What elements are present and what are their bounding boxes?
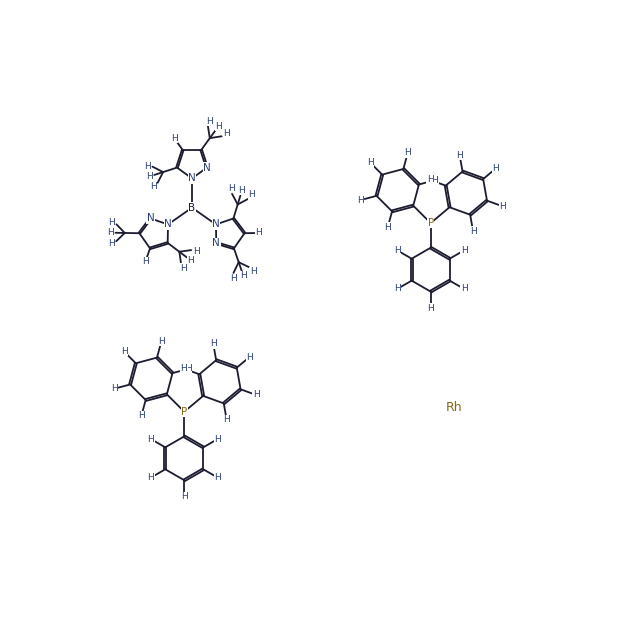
Text: H: H: [404, 149, 411, 157]
Text: Rh: Rh: [445, 401, 462, 414]
Text: H: H: [223, 129, 230, 138]
Text: H: H: [180, 364, 187, 373]
Text: H: H: [470, 226, 476, 236]
Text: H: H: [461, 285, 467, 293]
Text: H: H: [228, 184, 235, 193]
Text: H: H: [493, 164, 499, 173]
Text: H: H: [214, 435, 221, 443]
Text: H: H: [144, 162, 151, 171]
Text: H: H: [180, 264, 187, 273]
Text: H: H: [367, 159, 374, 167]
Text: H: H: [240, 271, 247, 280]
Text: H: H: [188, 256, 194, 265]
Text: H: H: [432, 176, 438, 185]
Text: H: H: [384, 223, 391, 232]
Text: H: H: [206, 117, 212, 125]
Text: N: N: [188, 174, 196, 184]
Text: B: B: [188, 203, 195, 213]
Text: H: H: [394, 246, 401, 255]
Text: H: H: [255, 228, 262, 238]
Text: H: H: [121, 347, 127, 356]
Text: P: P: [181, 407, 187, 417]
Text: N: N: [147, 213, 154, 223]
Text: H: H: [158, 337, 164, 346]
Text: H: H: [246, 352, 253, 362]
Text: H: H: [193, 247, 200, 256]
Text: H: H: [146, 172, 152, 181]
Text: P: P: [428, 218, 434, 228]
Text: H: H: [147, 435, 154, 443]
Text: H: H: [142, 257, 149, 266]
Text: N: N: [212, 238, 220, 248]
Text: H: H: [427, 176, 433, 184]
Text: H: H: [223, 415, 230, 424]
Text: H: H: [357, 196, 364, 204]
Text: H: H: [111, 384, 118, 393]
Text: H: H: [185, 364, 192, 373]
Text: H: H: [138, 411, 145, 421]
Text: H: H: [499, 202, 506, 211]
Text: H: H: [456, 150, 463, 160]
Text: H: H: [248, 190, 255, 199]
Text: H: H: [107, 228, 113, 237]
Text: H: H: [394, 285, 401, 293]
Text: H: H: [147, 473, 154, 482]
Text: H: H: [249, 267, 256, 276]
Text: N: N: [203, 162, 211, 172]
Text: H: H: [108, 218, 115, 226]
Text: H: H: [181, 492, 188, 502]
Text: H: H: [461, 246, 467, 255]
Text: H: H: [239, 186, 245, 195]
Text: H: H: [108, 239, 115, 248]
Text: H: H: [171, 134, 178, 143]
Text: H: H: [215, 122, 222, 131]
Text: N: N: [212, 219, 220, 229]
Text: H: H: [230, 274, 236, 283]
Text: H: H: [427, 303, 434, 313]
Text: H: H: [150, 182, 157, 191]
Text: H: H: [210, 339, 217, 349]
Text: N: N: [164, 219, 172, 229]
Text: H: H: [214, 473, 221, 482]
Text: H: H: [253, 391, 260, 399]
